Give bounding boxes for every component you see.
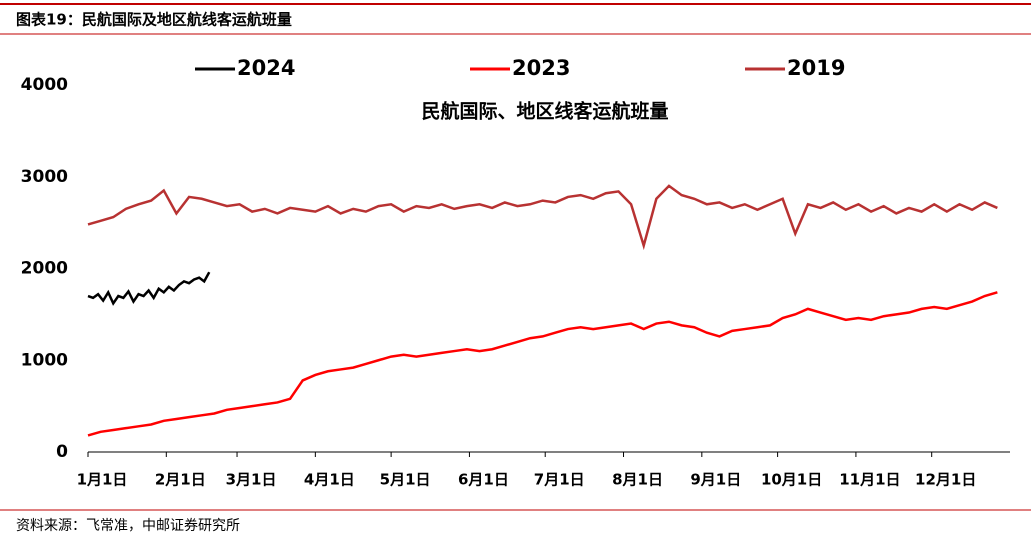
y-tick-label: 3000 (21, 167, 68, 187)
x-tick-label: 9月1日 (690, 471, 741, 489)
x-tick-label: 5月1日 (380, 471, 431, 489)
x-tick-label: 2月1日 (155, 471, 206, 489)
x-tick-label: 10月1日 (761, 471, 822, 489)
x-tick-label: 8月1日 (612, 471, 663, 489)
x-tick-label: 4月1日 (304, 471, 355, 489)
legend-label: 2023 (512, 56, 570, 80)
chart-title: 民航国际、地区线客运航班量 (421, 100, 668, 123)
y-tick-label: 4000 (21, 75, 68, 95)
x-tick-label: 12月1日 (915, 471, 976, 489)
x-tick-label: 1月1日 (77, 471, 128, 489)
x-tick-label: 3月1日 (226, 471, 277, 489)
y-tick-label: 1000 (21, 350, 68, 370)
x-tick-label: 6月1日 (458, 471, 509, 489)
line-series (87, 184, 998, 251)
header-title: 图表19：民航国际及地区航线客运航班量 (16, 11, 292, 29)
y-tick-label: 0 (56, 442, 68, 462)
x-tick-label: 11月1日 (839, 471, 900, 489)
legend-label: 2019 (787, 56, 845, 80)
source: 资料来源：飞常准，中邮证券研究所 (16, 518, 240, 534)
line-series (87, 291, 998, 437)
legend-label: 2024 (237, 56, 295, 80)
line-series (87, 271, 211, 306)
x-tick-label: 7月1日 (534, 471, 585, 489)
y-tick-label: 2000 (21, 259, 68, 279)
